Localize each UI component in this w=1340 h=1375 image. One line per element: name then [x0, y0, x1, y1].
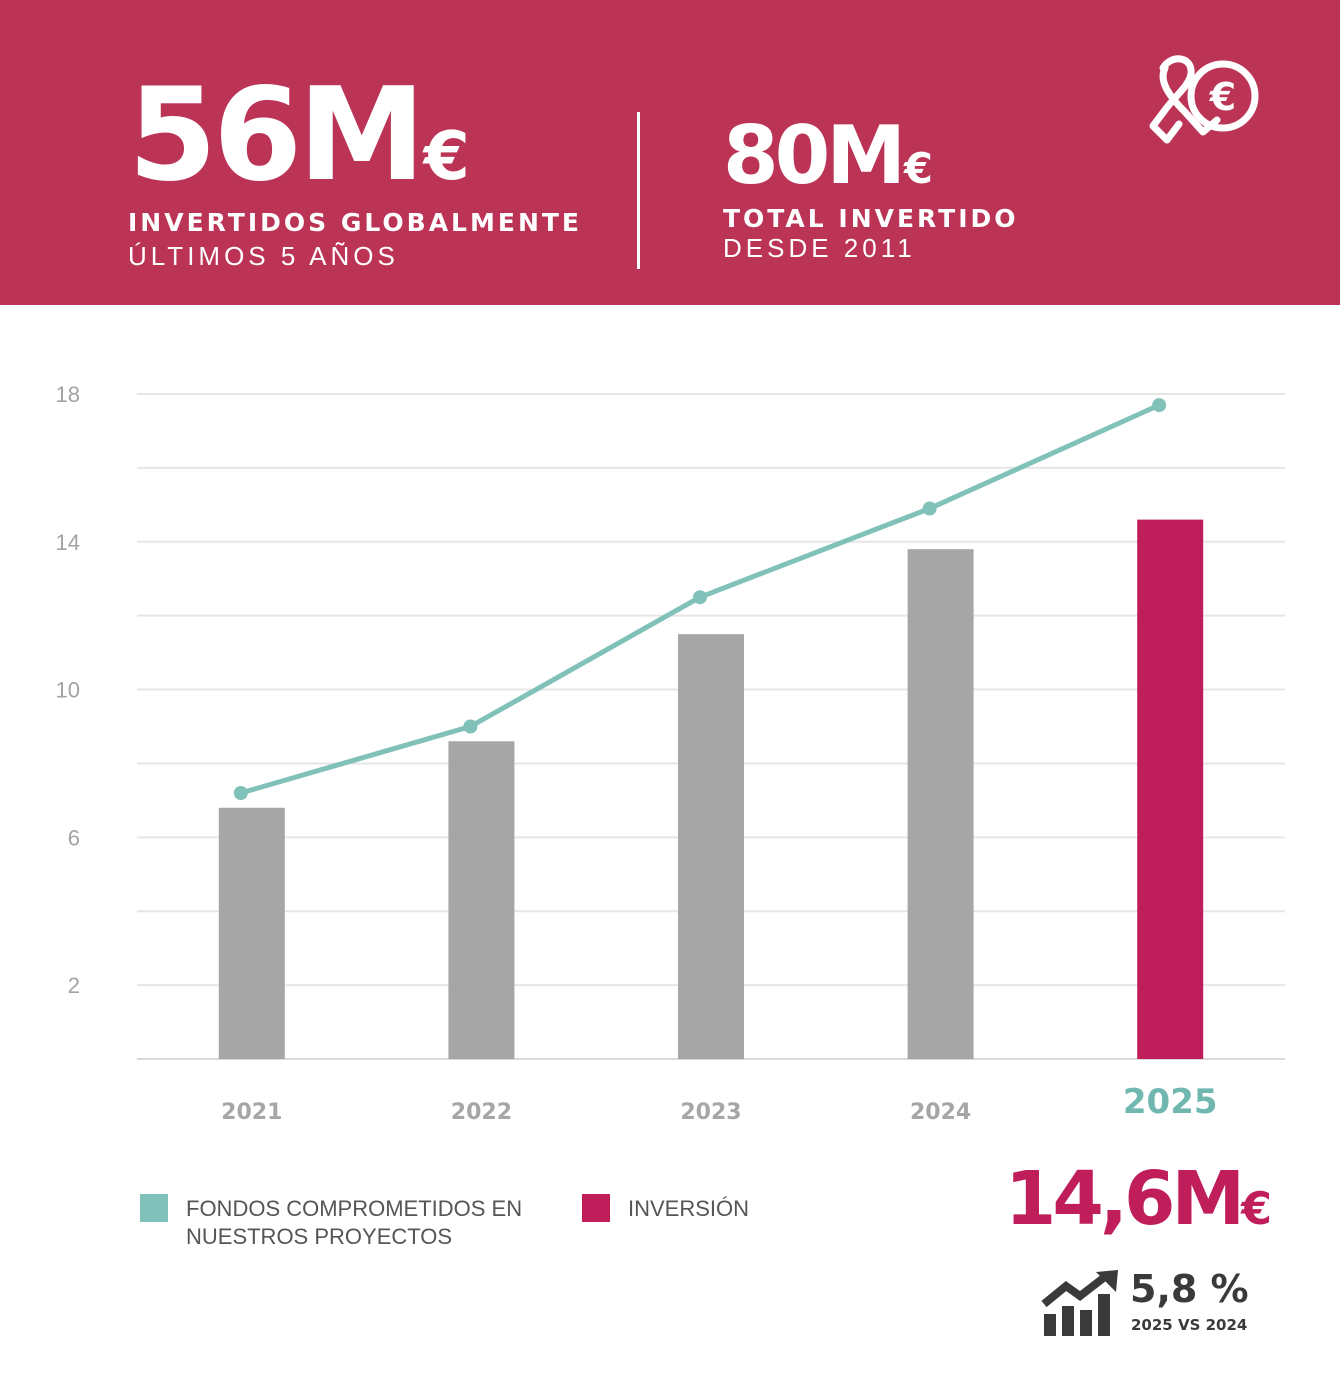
line-point-2024 — [922, 501, 937, 516]
line-point-2021 — [233, 786, 248, 800]
y-tick-label: 14 — [56, 530, 80, 555]
x-tick-label: 2025 — [1123, 1082, 1218, 1122]
stat-sublabel: ÚLTIMOS 5 AÑOS — [128, 241, 399, 271]
legend-label: INVERSIÓN — [628, 1196, 750, 1221]
ribbon-euro-icon: € — [1149, 55, 1259, 144]
legend-swatch-magenta — [582, 1194, 610, 1222]
stat-value: 80M€ — [723, 109, 933, 202]
line-point-2022 — [463, 719, 478, 734]
legend-item-bar: INVERSIÓN — [582, 1194, 988, 1223]
header-divider — [637, 112, 640, 269]
growth-chart-icon — [1041, 1270, 1118, 1336]
legend-item-line: FONDOS COMPROMETIDOS EN NUESTROS PROYECT… — [140, 1194, 546, 1251]
y-tick-label: 2 — [68, 973, 80, 998]
stat-invested-5-years: 56M€ INVERTIDOS GLOBALMENTE ÚLTIMOS 5 AÑ… — [128, 72, 582, 272]
bar-2021 — [218, 807, 285, 1059]
y-tick-label: 18 — [56, 382, 80, 407]
legend-swatch-teal — [140, 1194, 168, 1222]
line-point-2025 — [1152, 398, 1167, 413]
legend-label: FONDOS COMPROMETIDOS EN NUESTROS PROYECT… — [186, 1196, 523, 1249]
y-tick-label: 6 — [68, 825, 80, 850]
header-banner — [0, 0, 1340, 305]
bar-2023 — [678, 634, 744, 1059]
bar-2025 — [1137, 519, 1204, 1059]
bar-2022 — [448, 741, 515, 1059]
growth-label: 2025 VS 2024 — [1131, 1316, 1248, 1334]
growth-value: 5,8 % — [1130, 1267, 1249, 1311]
stat-label: INVERTIDOS GLOBALMENTE — [128, 208, 583, 237]
svg-text:€: € — [1209, 75, 1236, 119]
bar-2024 — [907, 549, 974, 1059]
x-tick-label: 2023 — [680, 1100, 741, 1125]
stat-total-invested: 80M€ TOTAL INVERTIDO DESDE 2011 — [723, 116, 1019, 264]
stat-label: TOTAL INVERTIDO — [723, 204, 1019, 233]
y-tick-label: 10 — [56, 678, 80, 703]
x-tick-label: 2022 — [451, 1100, 512, 1125]
x-tick-label: 2024 — [910, 1100, 971, 1125]
stat-sublabel: DESDE 2011 — [723, 233, 916, 263]
stat-value: 56M€ — [128, 61, 470, 210]
headline-value: 14,6M€ — [1004, 1156, 1272, 1242]
line-point-2023 — [693, 590, 707, 605]
x-tick-label: 2021 — [221, 1100, 282, 1125]
investment-chart: 2 6 10 14 18 2021 2022 2023 2024 2025 — [56, 382, 1285, 1125]
